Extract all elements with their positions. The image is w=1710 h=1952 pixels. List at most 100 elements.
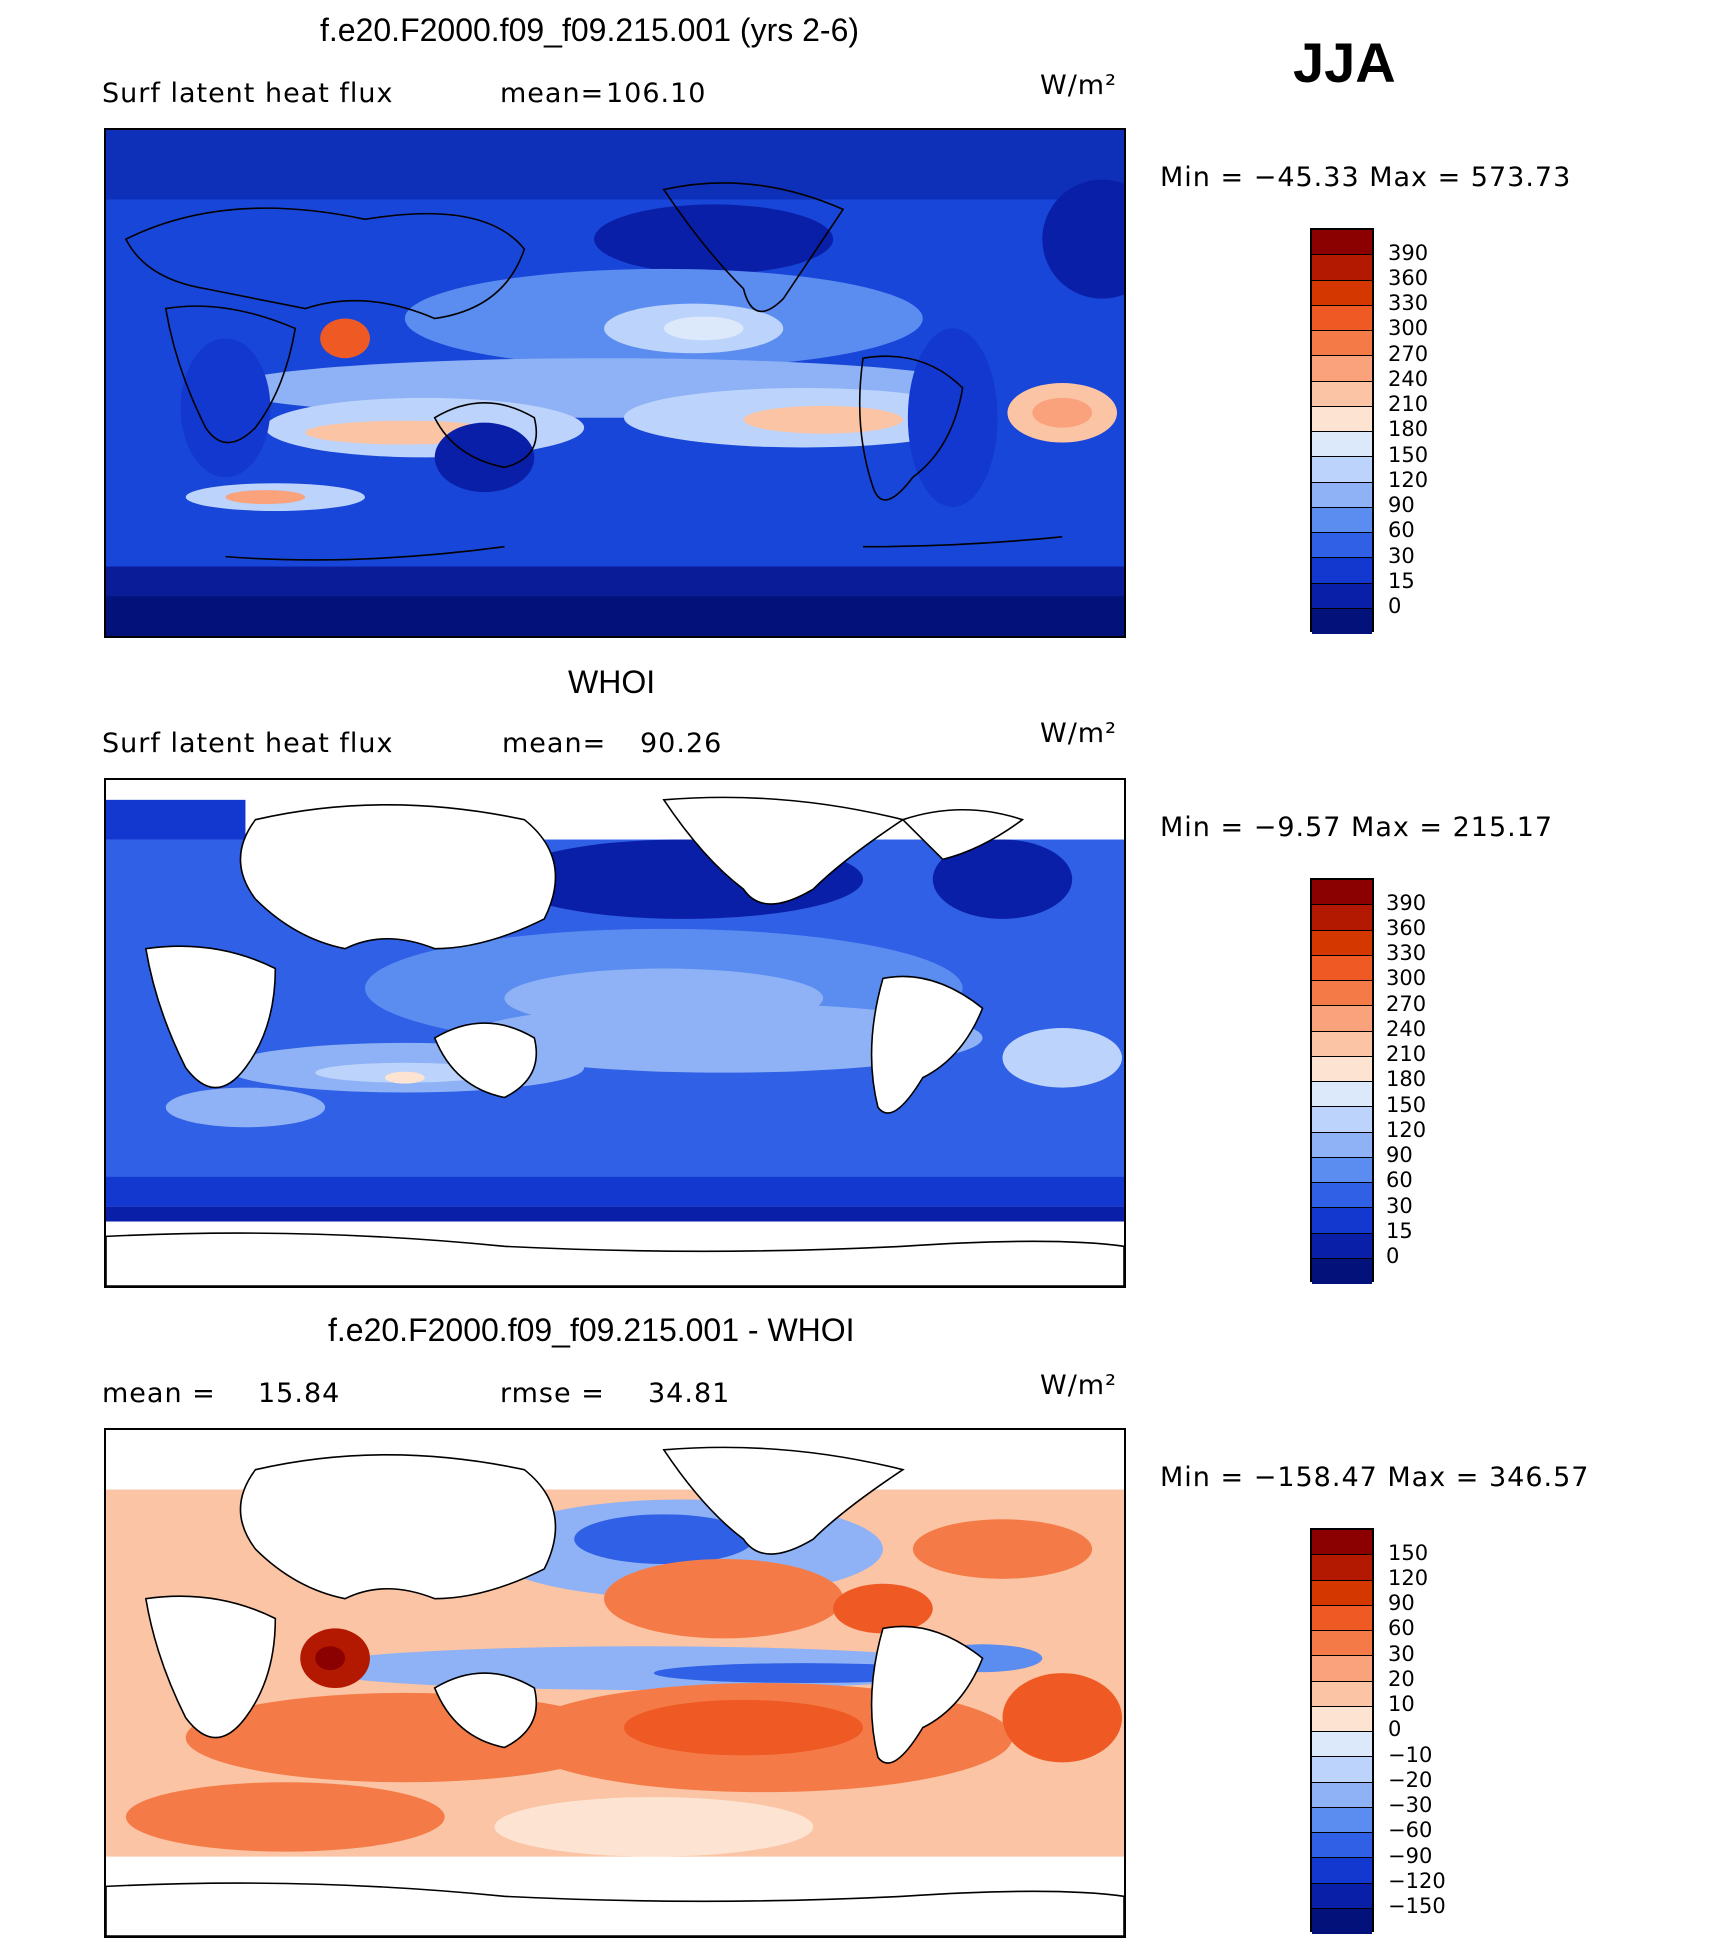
cbar2-tick: 150 (1386, 1093, 1427, 1117)
cbar1-tick: 60 (1388, 518, 1415, 542)
cbar3-tick: −30 (1388, 1793, 1433, 1817)
panel2-colorbar (1310, 878, 1374, 1284)
cbar2-tick: 240 (1386, 1017, 1427, 1041)
cbar2-seg (1312, 1056, 1372, 1082)
cbar3-tick: −10 (1388, 1743, 1433, 1767)
panel1-mean-label: mean= (500, 78, 605, 109)
cbar2-tick: 0 (1386, 1244, 1400, 1268)
cbar3-seg (1312, 1681, 1372, 1707)
cbar1-tick: 0 (1388, 594, 1402, 618)
cbar3-seg (1312, 1555, 1372, 1581)
cbar1-seg (1312, 457, 1372, 483)
cbar1-tick: 30 (1388, 544, 1415, 568)
cbar3-tick: 90 (1388, 1591, 1415, 1615)
panel2-title: WHOI (568, 664, 656, 700)
panel3-mean-value: 15.84 (258, 1378, 341, 1409)
cbar1-seg (1312, 255, 1372, 281)
cbar1-seg (1312, 230, 1372, 256)
cbar2-seg (1312, 880, 1372, 906)
cbar1-seg (1312, 406, 1372, 432)
cbar1-tick: 270 (1388, 342, 1429, 366)
panel3-rmse-label: rmse = (500, 1378, 605, 1409)
cbar3-tick: −20 (1388, 1768, 1433, 1792)
cbar1-tick: 15 (1388, 569, 1415, 593)
cbar1-seg (1312, 507, 1372, 533)
panel2-field (106, 780, 1124, 1286)
season-label: JJA (1293, 31, 1396, 94)
cbar2-seg (1312, 905, 1372, 931)
cbar2-tick: 360 (1386, 916, 1427, 940)
cbar1-tick: 150 (1388, 443, 1429, 467)
panel1-range: Min = −45.33 Max = 573.73 (1160, 162, 1572, 193)
cbar3-seg (1312, 1706, 1372, 1732)
panel1-variable: Surf latent heat flux (102, 78, 394, 109)
cbar2-seg (1312, 1157, 1372, 1183)
cbar3-seg (1312, 1782, 1372, 1808)
cbar1-seg (1312, 583, 1372, 609)
cbar2-tick: 330 (1386, 941, 1427, 965)
panel2-map (104, 778, 1126, 1288)
cbar1-tick: 300 (1388, 316, 1429, 340)
cbar1-tick: 120 (1388, 468, 1429, 492)
cbar1-tick: 240 (1388, 367, 1429, 391)
panel2-mean-value: 90.26 (640, 728, 723, 759)
cbar3-tick: 10 (1388, 1692, 1415, 1716)
panel1-field (106, 130, 1124, 636)
cbar3-seg (1312, 1807, 1372, 1833)
cbar3-seg (1312, 1530, 1372, 1556)
cbar3-tick: 60 (1388, 1616, 1415, 1640)
cbar1-tick: 390 (1388, 241, 1429, 265)
cbar3-seg (1312, 1605, 1372, 1631)
cbar1-tick: 330 (1388, 291, 1429, 315)
cbar3-tick: −60 (1388, 1818, 1433, 1842)
cbar3-tick: 150 (1388, 1541, 1429, 1565)
cbar3-seg (1312, 1732, 1372, 1758)
cbar2-tick: 270 (1386, 992, 1427, 1016)
panel3-title: f.e20.F2000.f09_f09.215.001 - WHOI (328, 1312, 855, 1348)
cbar3-tick: 120 (1388, 1566, 1429, 1590)
cbar3-tick: 0 (1388, 1717, 1402, 1741)
cbar3-seg (1312, 1908, 1372, 1934)
cbar1-tick: 90 (1388, 493, 1415, 517)
panel3-map (104, 1428, 1126, 1938)
cbar3-tick: 30 (1388, 1642, 1415, 1666)
cbar2-tick: 60 (1386, 1168, 1413, 1192)
panel2-range: Min = −9.57 Max = 215.17 (1160, 812, 1554, 843)
cbar2-seg (1312, 1233, 1372, 1259)
panel3-units: W/m² (1040, 1370, 1117, 1401)
panel1-map (104, 128, 1126, 638)
cbar1-seg (1312, 432, 1372, 458)
cbar3-seg (1312, 1858, 1372, 1884)
cbar2-seg (1312, 1006, 1372, 1032)
cbar3-seg (1312, 1833, 1372, 1859)
cbar2-seg (1312, 930, 1372, 956)
cbar3-tick: −150 (1388, 1894, 1446, 1918)
cbar1-tick: 360 (1388, 266, 1429, 290)
cbar2-seg (1312, 1132, 1372, 1158)
cbar1-seg (1312, 533, 1372, 559)
cbar2-seg (1312, 981, 1372, 1007)
cbar3-seg (1312, 1631, 1372, 1657)
cbar2-seg (1312, 955, 1372, 981)
cbar1-tick: 210 (1388, 392, 1429, 416)
cbar2-tick: 210 (1386, 1042, 1427, 1066)
cbar1-seg (1312, 608, 1372, 634)
cbar1-seg (1312, 381, 1372, 407)
cbar2-seg (1312, 1082, 1372, 1108)
panel1-colorbar (1310, 228, 1374, 634)
cbar1-tick: 180 (1388, 417, 1429, 441)
cbar2-seg (1312, 1208, 1372, 1234)
panel1-title: f.e20.F2000.f09_f09.215.001 (yrs 2-6) (320, 12, 860, 48)
panel2-units: W/m² (1040, 718, 1117, 749)
panel3-rmse-value: 34.81 (648, 1378, 731, 1409)
cbar1-seg (1312, 482, 1372, 508)
cbar1-seg (1312, 356, 1372, 382)
cbar3-tick: −90 (1388, 1844, 1433, 1868)
cbar1-seg (1312, 305, 1372, 331)
panel2-mean-label: mean= (502, 728, 607, 759)
panel3-mean-label: mean = (102, 1378, 216, 1409)
cbar1-seg (1312, 331, 1372, 357)
cbar3-tick: −120 (1388, 1869, 1446, 1893)
cbar2-tick: 90 (1386, 1143, 1413, 1167)
panel2-variable: Surf latent heat flux (102, 728, 394, 759)
